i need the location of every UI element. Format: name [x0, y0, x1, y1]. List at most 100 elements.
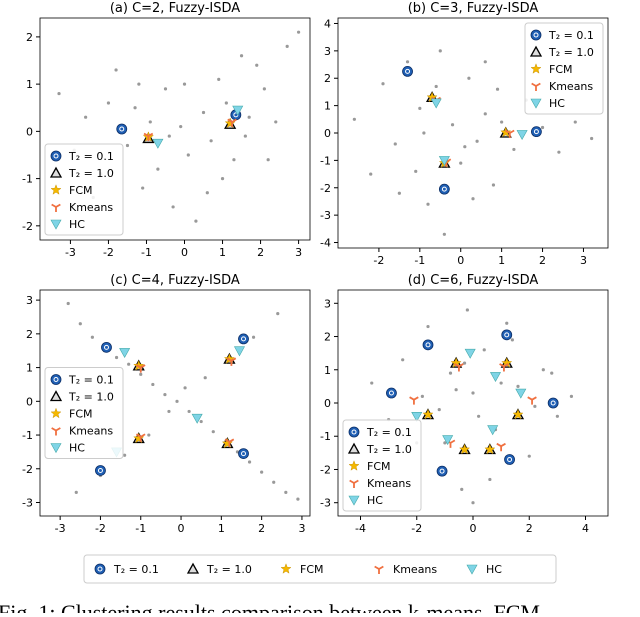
- y-tick-label: -1: [320, 430, 331, 443]
- data-point: [260, 470, 264, 474]
- center-marker: [527, 396, 537, 405]
- legend-marker-inner: [351, 429, 357, 435]
- data-point: [274, 120, 278, 124]
- legend-label: Kmeans: [549, 80, 593, 93]
- legend-label: FCM: [300, 563, 324, 576]
- data-point: [369, 172, 373, 176]
- data-point: [434, 84, 438, 89]
- legend-label: T₂ = 1.0: [68, 167, 114, 180]
- legend-marker: [530, 63, 542, 74]
- data-point: [370, 381, 374, 385]
- center-marker: [224, 438, 235, 447]
- data-point: [57, 91, 61, 96]
- center-marker: [232, 105, 244, 116]
- center-marker: [116, 123, 128, 135]
- legend-marker: [49, 166, 63, 178]
- legend-marker: [348, 426, 360, 438]
- x-tick-label: -2: [103, 246, 114, 259]
- data-point: [573, 120, 577, 124]
- data-point: [285, 44, 289, 48]
- legend-marker: [531, 82, 541, 91]
- data-point: [211, 430, 215, 434]
- x-tick-label: 3: [580, 254, 587, 267]
- x-tick-label: 2: [539, 254, 546, 267]
- data-point: [401, 358, 405, 362]
- data-point: [137, 82, 141, 86]
- center-marker-outer: [547, 397, 559, 409]
- data-point: [414, 169, 418, 173]
- legend-label: T₂ = 0.1: [366, 426, 412, 439]
- legend-label: T₂ = 1.0: [548, 46, 594, 59]
- center-marker: [487, 425, 499, 436]
- legend-marker: [51, 203, 61, 212]
- data-point: [557, 150, 561, 154]
- data-point: [296, 497, 300, 501]
- y-tick-label: -3: [22, 497, 33, 510]
- data-point: [123, 453, 127, 457]
- center-marker-inner: [241, 336, 247, 342]
- center-marker-outer: [238, 333, 249, 345]
- x-tick-label: 2: [526, 522, 533, 535]
- legend-label: T₂ = 1.0: [68, 391, 114, 404]
- data-point: [266, 158, 270, 162]
- legend-label: T₂ = 1.0: [206, 563, 252, 576]
- plot-frame: [39, 289, 311, 517]
- center-marker: [547, 397, 559, 409]
- x-tick-label: 3: [295, 246, 302, 259]
- x-tick-label: 0: [470, 522, 477, 535]
- data-point: [139, 372, 143, 376]
- data-point: [272, 480, 276, 484]
- legend-marker: [280, 563, 292, 574]
- center-marker-outer: [531, 126, 542, 138]
- legend-marker: [348, 495, 360, 506]
- x-tick-label: -2: [95, 522, 106, 535]
- legend-label: HC: [69, 218, 85, 231]
- center-marker: [422, 339, 434, 351]
- center-marker-outer: [386, 387, 397, 399]
- y-tick-label: 0: [324, 397, 331, 410]
- data-point: [187, 409, 191, 414]
- plot-frame: [337, 17, 609, 249]
- center-marker: [233, 346, 245, 357]
- data-point: [220, 176, 225, 181]
- center-marker: [489, 372, 502, 383]
- data-point: [217, 77, 221, 82]
- legend-marker: [348, 460, 360, 471]
- x-tick-label: 2: [257, 246, 264, 259]
- center-marker-inner: [550, 400, 556, 406]
- center-marker-outer: [95, 465, 106, 476]
- data-point: [482, 348, 486, 352]
- data-point: [251, 335, 256, 339]
- legend-marker: [49, 390, 63, 402]
- y-tick-label: -1: [22, 173, 33, 186]
- legend-label: FCM: [367, 460, 391, 473]
- data-point: [163, 392, 167, 397]
- x-tick-label: 1: [218, 522, 225, 535]
- panel-title: (a) C=2, Fuzzy-ISDA: [110, 1, 240, 16]
- data-point: [163, 87, 168, 91]
- data-point: [437, 408, 441, 412]
- data-point: [483, 112, 487, 116]
- data-point: [393, 142, 397, 146]
- data-point: [205, 191, 209, 195]
- center-marker-inner: [441, 186, 447, 192]
- legend-marker: [51, 427, 61, 436]
- y-tick-label: 1: [324, 364, 331, 377]
- legend-label: T₂ = 1.0: [366, 443, 412, 456]
- legend-label: FCM: [69, 184, 93, 197]
- x-tick-label: 4: [582, 522, 589, 535]
- legend-marker-inner: [53, 377, 59, 382]
- center-marker-outer: [504, 454, 515, 465]
- center-marker-inner: [425, 342, 431, 348]
- y-tick-label: -1: [320, 154, 331, 167]
- legend-marker: [347, 442, 361, 454]
- x-tick-label: 1: [498, 254, 505, 267]
- legend-marker: [50, 150, 62, 162]
- center-marker: [499, 363, 509, 372]
- data-point: [459, 161, 463, 165]
- legend-label: T₂ = 0.1: [548, 29, 594, 42]
- data-point: [171, 205, 175, 209]
- data-point: [569, 394, 574, 398]
- data-point: [74, 490, 78, 494]
